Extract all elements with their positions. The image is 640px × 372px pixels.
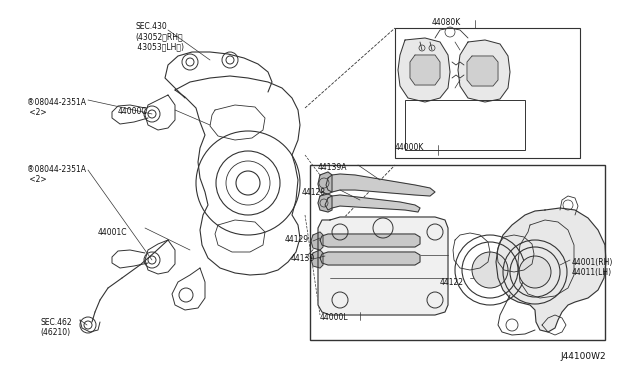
Text: ®08044-2351A
 <2>: ®08044-2351A <2>: [27, 98, 86, 118]
Text: ®08044-2351A
 <2>: ®08044-2351A <2>: [27, 165, 86, 185]
Polygon shape: [311, 232, 323, 250]
Text: 44001C: 44001C: [98, 228, 127, 237]
Text: 44000L: 44000L: [320, 313, 349, 322]
Polygon shape: [318, 194, 332, 212]
Polygon shape: [496, 208, 606, 332]
Text: 44122: 44122: [440, 278, 464, 287]
Polygon shape: [311, 250, 323, 268]
Circle shape: [472, 252, 508, 288]
Text: 44139A: 44139A: [318, 163, 348, 172]
Polygon shape: [410, 55, 440, 85]
Text: 44001(RH)
44011(LH): 44001(RH) 44011(LH): [572, 258, 613, 278]
Text: 44080K: 44080K: [432, 18, 461, 27]
Polygon shape: [320, 234, 420, 247]
Text: J44100W2: J44100W2: [560, 352, 605, 361]
Text: 44129: 44129: [285, 235, 309, 244]
Bar: [405, 100, 525, 150]
Polygon shape: [325, 195, 420, 212]
Polygon shape: [318, 172, 332, 194]
Circle shape: [519, 256, 551, 288]
Text: 44139: 44139: [291, 254, 316, 263]
Text: 44128: 44128: [302, 188, 326, 197]
Text: 44000C: 44000C: [118, 107, 148, 116]
Polygon shape: [326, 174, 435, 196]
Text: SEC.462
(46210): SEC.462 (46210): [40, 318, 72, 337]
Text: 44000K: 44000K: [395, 143, 424, 152]
Polygon shape: [398, 38, 450, 102]
Polygon shape: [458, 40, 510, 102]
Text: SEC.430
(43052〈RH〉
 43053〈LH〉): SEC.430 (43052〈RH〉 43053〈LH〉): [135, 22, 184, 52]
Polygon shape: [320, 252, 420, 265]
Bar: [395, 28, 580, 158]
Bar: [310, 165, 605, 340]
Polygon shape: [318, 217, 448, 315]
Polygon shape: [467, 56, 498, 86]
